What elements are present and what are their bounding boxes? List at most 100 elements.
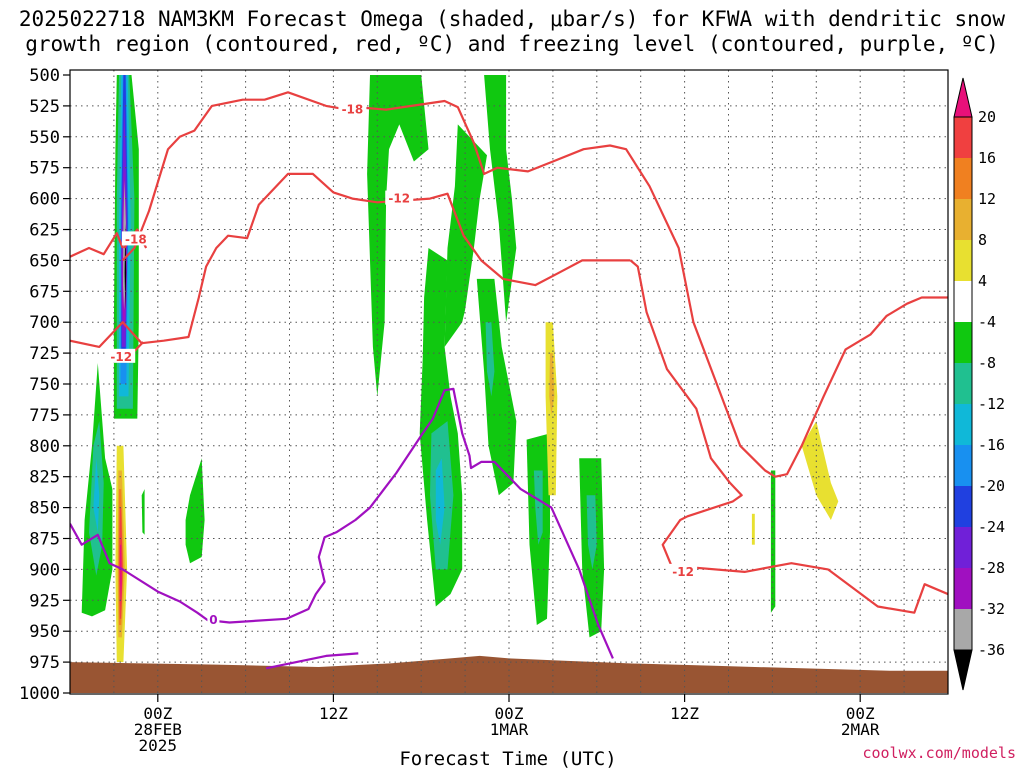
colorbar-tick--12: -12 bbox=[978, 395, 1005, 413]
colorbar-bin-20 bbox=[953, 77, 973, 118]
x-tick-label-4-1: 2MAR bbox=[841, 720, 880, 739]
grid-lines bbox=[70, 70, 948, 694]
y-tick-label-1000: 1000 bbox=[19, 684, 60, 704]
y-tick-label-700: 700 bbox=[29, 313, 60, 333]
colorbar-tick--28: -28 bbox=[978, 559, 1005, 577]
colorbar-bin-8 bbox=[954, 199, 972, 241]
contour-label-bg-0 bbox=[338, 101, 367, 116]
omega-region-34 bbox=[751, 513, 755, 545]
contour-label-2: -12 bbox=[388, 192, 410, 206]
colorbar-tick--36: -36 bbox=[978, 641, 1005, 659]
colorbar-frame bbox=[953, 116, 973, 651]
omega-region-30 bbox=[586, 495, 597, 570]
colorbar: 20 16 12 8 4 -4 -8 -12 -16 -20 -24 -28 -32 -36 bbox=[953, 77, 1005, 691]
contour-line-0 bbox=[121, 91, 948, 478]
x-tick-label-0-2: 2025 bbox=[139, 736, 178, 755]
y-tick-label-650: 650 bbox=[29, 251, 60, 271]
contour-label-6: 0 bbox=[209, 613, 217, 627]
omega-region-17 bbox=[120, 544, 122, 607]
colorbar-tick--8: -8 bbox=[978, 354, 996, 372]
omega-region-24 bbox=[435, 458, 445, 545]
colorbar-bin-16 bbox=[954, 117, 972, 159]
contour-label-4: -12 bbox=[110, 350, 132, 364]
x-tick-label-4-0: 00Z bbox=[846, 704, 875, 723]
y-tick-label-675: 675 bbox=[29, 282, 60, 302]
contour-label-bg-3 bbox=[669, 563, 698, 578]
x-tick-label-1-0: 12Z bbox=[319, 704, 348, 723]
y-tick-label-825: 825 bbox=[29, 468, 60, 488]
contour-label-5: -18 bbox=[125, 232, 147, 246]
contour-line-2 bbox=[70, 172, 631, 348]
contour-label-bg-6 bbox=[207, 612, 220, 627]
y-tick-label-950: 950 bbox=[29, 622, 60, 642]
terrain-fill bbox=[70, 655, 948, 693]
contour-line-1 bbox=[70, 232, 124, 258]
x-tick-label-0-0: 00Z bbox=[143, 704, 172, 723]
y-tick-label-625: 625 bbox=[29, 221, 60, 241]
colorbar-tick-12: 12 bbox=[978, 190, 996, 208]
colorbar-bin--24 bbox=[954, 486, 972, 528]
colorbar-bin--40 bbox=[953, 649, 973, 691]
y-tick-label-600: 600 bbox=[29, 190, 60, 210]
colorbar-tick--4: -4 bbox=[978, 313, 996, 331]
colorbar-bin-4 bbox=[954, 240, 972, 282]
y-tick-label-500: 500 bbox=[29, 66, 60, 86]
omega-region-12 bbox=[141, 489, 145, 535]
contour-label-bg-2 bbox=[385, 190, 414, 205]
colorbar-bin--16 bbox=[954, 404, 972, 446]
contour-label-0: -18 bbox=[342, 103, 364, 117]
y-tick-label-525: 525 bbox=[29, 97, 60, 117]
y-tick-label-900: 900 bbox=[29, 560, 60, 580]
omega-region-18 bbox=[185, 458, 205, 564]
y-tick-label-875: 875 bbox=[29, 530, 60, 550]
colorbar-bin--36 bbox=[954, 609, 972, 651]
colorbar-bin--20 bbox=[954, 445, 972, 487]
chart-title-line-1: 2025022718 NAM3KM Forecast Omega (shaded… bbox=[19, 7, 1006, 31]
omega-region-11 bbox=[93, 458, 100, 533]
y-tick-label-725: 725 bbox=[29, 344, 60, 364]
contour-label-bg-4 bbox=[107, 348, 136, 363]
colorbar-tick-8: 8 bbox=[978, 231, 987, 249]
x-tick-label-2-1: 1MAR bbox=[490, 720, 529, 739]
terrain-layer bbox=[70, 655, 948, 693]
contour-label-bg-5 bbox=[121, 231, 150, 246]
chart-title-line-2: growth region (contoured, red, ºC) and f… bbox=[25, 32, 999, 56]
colorbar-bin-12 bbox=[954, 158, 972, 200]
y-tick-label-575: 575 bbox=[29, 159, 60, 179]
colorbar-bin--8 bbox=[954, 322, 972, 364]
x-tick-label-0-1: 28FEB bbox=[134, 720, 182, 739]
y-tick-label-925: 925 bbox=[29, 591, 60, 611]
colorbar-bin--28 bbox=[954, 527, 972, 569]
colorbar-tick-16: 16 bbox=[978, 149, 996, 167]
credit-text: coolwx.com/models bbox=[862, 744, 1016, 762]
colorbar-tick-20: 20 bbox=[978, 108, 996, 126]
colorbar-bin--32 bbox=[954, 568, 972, 610]
contour-line-6 bbox=[70, 387, 614, 659]
y-tick-label-850: 850 bbox=[29, 499, 60, 519]
colorbar-tick--24: -24 bbox=[978, 518, 1005, 536]
colorbar-bin--12 bbox=[954, 363, 972, 405]
y-tick-label-800: 800 bbox=[29, 437, 60, 457]
omega-region-35 bbox=[801, 421, 839, 520]
contour-lines: -18 -12 -12 -12 -18 0 bbox=[70, 91, 948, 670]
plot-area: -18 -12 -12 -12 -18 0 bbox=[70, 70, 948, 694]
omega-shading bbox=[81, 75, 839, 663]
y-tick-label-550: 550 bbox=[29, 128, 60, 148]
omega-region-33 bbox=[770, 470, 776, 613]
y-tick-label-975: 975 bbox=[29, 653, 60, 673]
x-axis-label: Forecast Time (UTC) bbox=[399, 748, 616, 768]
colorbar-tick-4: 4 bbox=[978, 272, 987, 290]
x-tick-label-2-0: 00Z bbox=[495, 704, 524, 723]
y-axis-ticks: 500 525 550 575 600 625 650 675 700 725 750 775 800 8… bbox=[19, 66, 70, 704]
colorbar-tick--16: -16 bbox=[978, 436, 1005, 454]
colorbar-tick--20: -20 bbox=[978, 477, 1005, 495]
y-tick-label-775: 775 bbox=[29, 406, 60, 426]
x-tick-label-3-0: 12Z bbox=[670, 704, 699, 723]
contour-line-7 bbox=[265, 652, 359, 670]
omega-region-19 bbox=[367, 75, 429, 397]
y-tick-label-750: 750 bbox=[29, 375, 60, 395]
omega-region-32 bbox=[549, 353, 555, 415]
